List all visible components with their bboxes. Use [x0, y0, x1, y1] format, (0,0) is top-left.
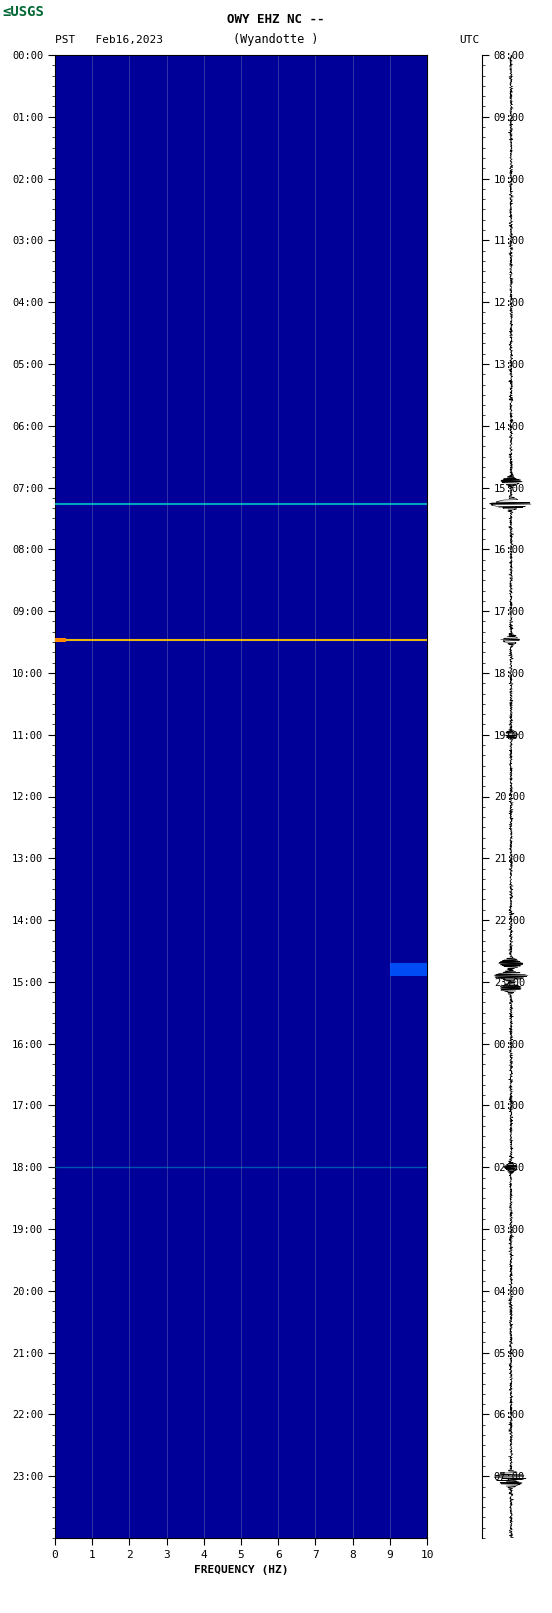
X-axis label: FREQUENCY (HZ): FREQUENCY (HZ) — [194, 1565, 288, 1576]
Text: ≤USGS: ≤USGS — [3, 5, 45, 19]
Bar — [390, 963, 427, 976]
Bar — [55, 639, 66, 642]
Text: USGS: USGS — [7, 32, 37, 45]
Text: UTC: UTC — [459, 34, 479, 45]
Text: OWY EHZ NC --: OWY EHZ NC -- — [227, 13, 325, 26]
Text: (Wyandotte ): (Wyandotte ) — [233, 34, 319, 47]
Text: PST   Feb16,2023: PST Feb16,2023 — [55, 34, 163, 45]
